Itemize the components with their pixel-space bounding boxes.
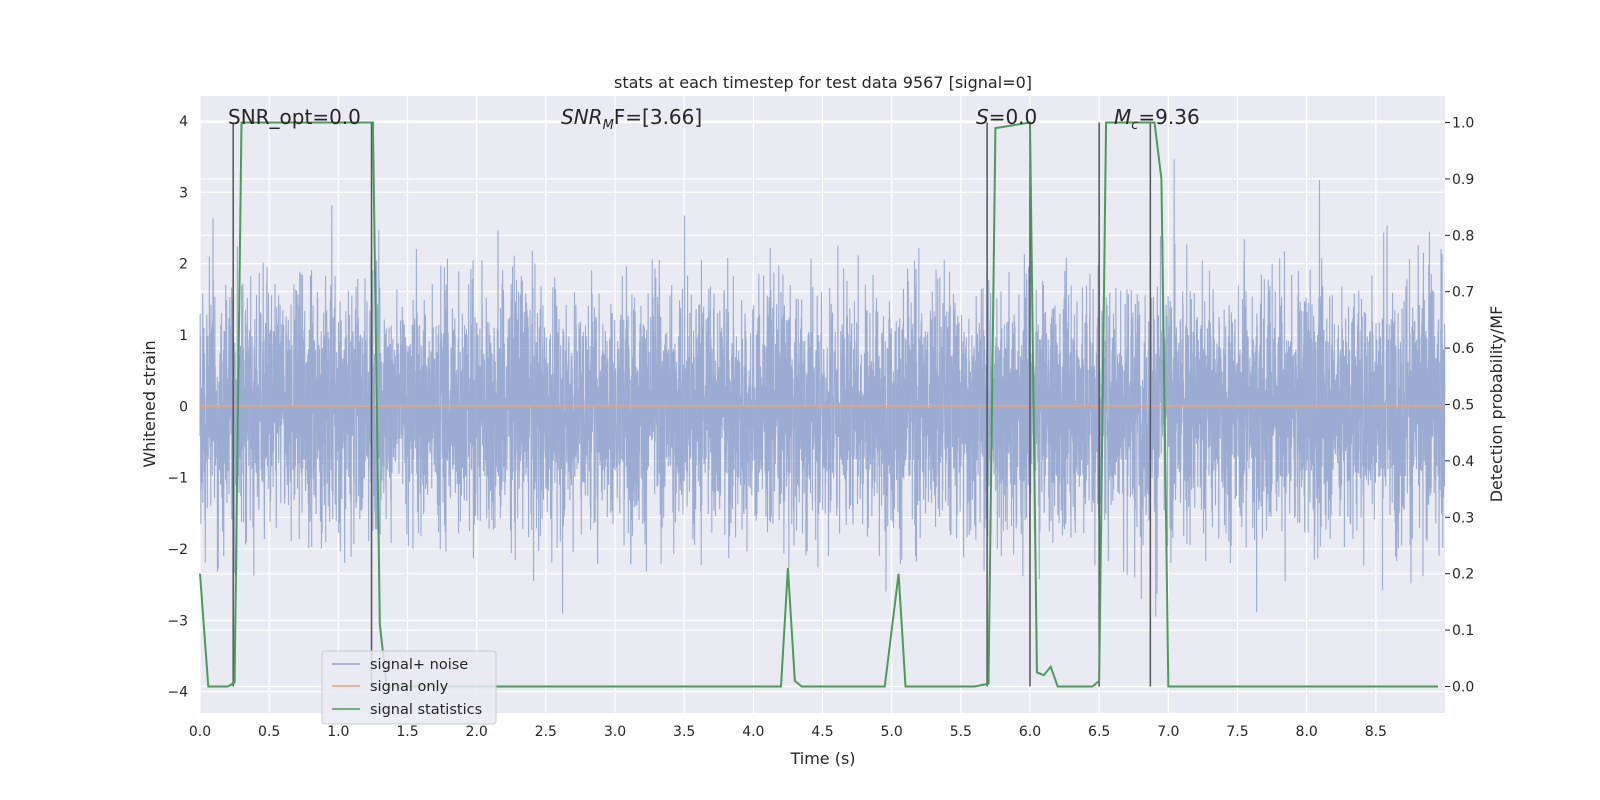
- annotation-mc-subscript: c: [1131, 118, 1138, 133]
- y-left-tick-label: −1: [167, 471, 188, 487]
- y-left-tick-label: 1: [179, 328, 188, 344]
- annotation-mc: Mc=9.36: [1114, 105, 1200, 133]
- y-right-tick-label: 0.0: [1452, 679, 1474, 695]
- annotation-snr-mf-subscript: M: [603, 118, 614, 133]
- y-left-tick-label: 2: [179, 257, 188, 273]
- annotation-snr-mf-symbol: SNR: [561, 105, 603, 129]
- y-right-tick-label: 0.3: [1452, 510, 1474, 526]
- y-left-tick-label: −2: [167, 542, 188, 558]
- y-right-tick-label: 0.5: [1452, 398, 1474, 414]
- vertical-markers: [232, 122, 1152, 687]
- x-tick-label: 6.0: [1019, 724, 1041, 740]
- y-right-axis-ticks: 1.0 0.9 0.8 0.7 0.6 0.5 0.4 0.3 0.2 0.1 0.0: [1445, 116, 1474, 695]
- chart-title: stats at each timestep for test data 956…: [614, 73, 1032, 92]
- annotation-mc-symbol: M: [1114, 105, 1131, 129]
- y-right-tick-label: 0.9: [1452, 172, 1474, 188]
- y-right-tick-label: 1.0: [1452, 116, 1474, 132]
- y-left-axis-ticks: 4 3 2 1 0 −1 −2 −3 −4: [167, 114, 188, 701]
- annotation-s-value: =0.0: [989, 105, 1038, 129]
- annotation-mc-value: =9.36: [1138, 105, 1199, 129]
- x-tick-label: 4.5: [811, 724, 833, 740]
- x-tick-label: 8.5: [1365, 724, 1387, 740]
- x-tick-label: 3.5: [673, 724, 695, 740]
- x-tick-label: 4.0: [742, 724, 764, 740]
- annotation-s-symbol: S: [976, 105, 989, 129]
- y-left-tick-label: 4: [179, 114, 188, 130]
- x-tick-label: 5.5: [950, 724, 972, 740]
- x-tick-label: 3.0: [604, 724, 626, 740]
- y-right-tick-label: 0.1: [1452, 623, 1474, 639]
- y-left-tick-label: 0: [179, 399, 188, 415]
- x-axis-label: Time (s): [789, 749, 855, 768]
- y-right-tick-label: 0.4: [1452, 454, 1474, 470]
- annotation-snr-opt: SNR_opt=0.0: [228, 105, 361, 129]
- x-tick-label: 1.0: [327, 724, 349, 740]
- x-tick-label: 8.0: [1296, 724, 1318, 740]
- legend-label-signal-noise: signal+ noise: [370, 657, 468, 673]
- signal-statistics-line: [199, 121, 1439, 688]
- y-right-tick-label: 0.7: [1452, 285, 1474, 301]
- annotation-snr-mf: SNRMF=[3.66]: [561, 105, 702, 133]
- legend-label-signal-statistics: signal statistics: [370, 702, 482, 718]
- y-left-tick-label: −4: [167, 685, 188, 701]
- x-tick-label: 0.0: [189, 724, 211, 740]
- legend: signal+ noise signal only signal statist…: [321, 650, 497, 725]
- legend-box: [321, 650, 497, 725]
- annotation-snr-mf-value: F=[3.66]: [614, 105, 702, 129]
- x-tick-label: 1.5: [396, 724, 418, 740]
- y-left-tick-label: −3: [167, 613, 188, 629]
- x-tick-label: 5.0: [881, 724, 903, 740]
- y-right-tick-label: 0.6: [1452, 341, 1474, 357]
- x-tick-label: 2.0: [466, 724, 488, 740]
- y-left-tick-label: 3: [179, 185, 188, 201]
- y-left-axis-label: Whitened strain: [140, 340, 159, 467]
- annotation-s: S=0.0: [976, 105, 1037, 129]
- x-tick-label: 2.5: [535, 724, 557, 740]
- y-right-axis-label: Detection probability/MF: [1487, 306, 1506, 503]
- x-tick-label: 0.5: [258, 724, 280, 740]
- x-tick-label: 7.5: [1226, 724, 1248, 740]
- y-right-tick-label: 0.8: [1452, 228, 1474, 244]
- series-signal-statistics: [199, 121, 1439, 688]
- x-tick-label: 6.5: [1088, 724, 1110, 740]
- legend-label-signal-only: signal only: [370, 679, 449, 695]
- x-tick-label: 7.0: [1157, 724, 1179, 740]
- x-axis-ticks: 0.0 0.5 1.0 1.5 2.0 2.5 3.0 3.5 4.0 4.5 5.0 5.5 6.0 6…: [189, 724, 1387, 740]
- y-right-tick-label: 0.2: [1452, 567, 1474, 583]
